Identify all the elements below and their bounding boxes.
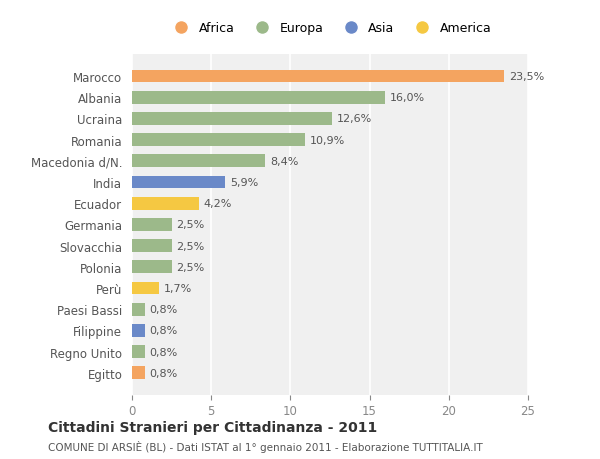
Text: 0,8%: 0,8% — [149, 326, 178, 336]
Bar — [132, 303, 145, 316]
Text: 2,5%: 2,5% — [176, 220, 205, 230]
Bar — [132, 346, 145, 358]
Bar — [132, 176, 226, 189]
Bar — [132, 197, 199, 210]
Bar — [132, 367, 145, 379]
Text: 1,7%: 1,7% — [164, 283, 192, 293]
Bar — [132, 240, 172, 252]
Text: 0,8%: 0,8% — [149, 347, 178, 357]
Bar — [132, 92, 385, 104]
Bar — [132, 282, 159, 295]
Bar — [132, 71, 504, 83]
Legend: Africa, Europa, Asia, America: Africa, Europa, Asia, America — [164, 17, 496, 40]
Text: 4,2%: 4,2% — [203, 199, 232, 209]
Text: 16,0%: 16,0% — [390, 93, 425, 103]
Bar — [132, 218, 172, 231]
Text: Cittadini Stranieri per Cittadinanza - 2011: Cittadini Stranieri per Cittadinanza - 2… — [48, 420, 377, 435]
Bar — [132, 261, 172, 274]
Bar — [132, 155, 265, 168]
Text: 0,8%: 0,8% — [149, 368, 178, 378]
Text: COMUNE DI ARSIÈ (BL) - Dati ISTAT al 1° gennaio 2011 - Elaborazione TUTTITALIA.I: COMUNE DI ARSIÈ (BL) - Dati ISTAT al 1° … — [48, 440, 483, 452]
Text: 8,4%: 8,4% — [270, 157, 298, 167]
Text: 10,9%: 10,9% — [310, 135, 344, 146]
Text: 2,5%: 2,5% — [176, 241, 205, 251]
Text: 0,8%: 0,8% — [149, 304, 178, 314]
Text: 12,6%: 12,6% — [337, 114, 371, 124]
Text: 5,9%: 5,9% — [230, 178, 259, 188]
Text: 2,5%: 2,5% — [176, 262, 205, 272]
Text: 23,5%: 23,5% — [509, 72, 544, 82]
Bar — [132, 134, 305, 147]
Bar — [132, 113, 332, 125]
Bar — [132, 325, 145, 337]
